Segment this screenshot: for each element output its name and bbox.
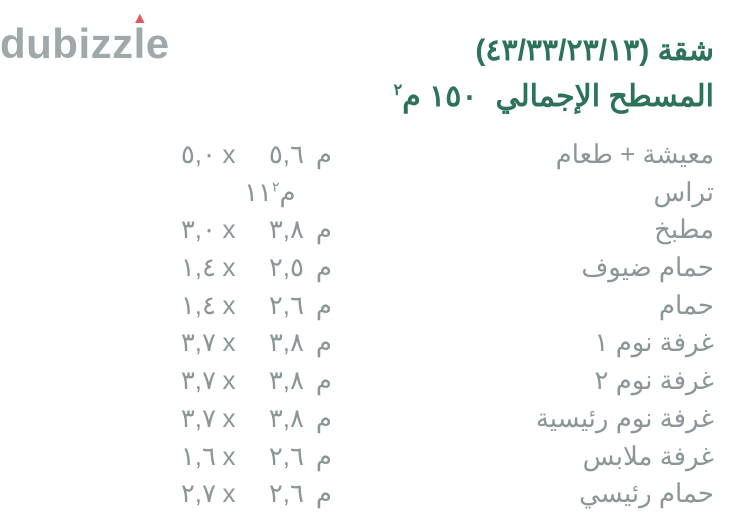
dim-unit: م [304, 475, 332, 513]
table-row: غرفة نوم ٢ ٣,٧x٣,٨م [154, 362, 714, 400]
dim-width: ٣,٧ [154, 324, 216, 362]
room-dimensions: ٣,٧x٣,٨م [154, 400, 332, 438]
dim-length: ٣,٨ [242, 324, 304, 362]
dim-length: ٣,٨ [242, 400, 304, 438]
room-label: حمام [659, 287, 714, 325]
table-row: مطبخ ٣,٠x٣,٨م [154, 211, 714, 249]
room-label: غرفة ملابس [583, 438, 714, 476]
dim-unit: م [304, 438, 332, 476]
table-row: حمام ١,٤x٢,٦م [154, 287, 714, 325]
room-dimensions: ٥,٠x٥,٦م [154, 136, 332, 174]
room-dimensions: ٢,٧x٢,٦م [154, 475, 332, 513]
dim-separator: x [216, 136, 242, 174]
dim-unit: م [304, 211, 332, 249]
dim-length: ٥,٦ [242, 136, 304, 174]
dim-separator: x [216, 475, 242, 513]
room-label: غرفة نوم ١ [595, 324, 715, 362]
dim-separator: x [216, 249, 242, 287]
dim-unit: م [304, 324, 332, 362]
dim-separator: x [216, 211, 242, 249]
dim-length: ٢,٦ [242, 438, 304, 476]
room-dimensions: ٣,٧x٣,٨م [154, 362, 332, 400]
total-area: المسطح الإجمالي ١٥٠ م٢ [154, 76, 714, 118]
room-label: تراس [653, 174, 714, 212]
dim-length: ٣,٨ [242, 362, 304, 400]
room-label: معيشة + طعام [556, 136, 714, 174]
dim-unit: م [304, 400, 332, 438]
table-row: معيشة + طعام ٥,٠x٥,٦م [154, 136, 714, 174]
dim-width: ٣,٧ [154, 362, 216, 400]
table-row: حمام ضيوف ١,٤x٢,٥م [154, 249, 714, 287]
dim-width: ٢,٧ [154, 475, 216, 513]
dim-unit: م [304, 362, 332, 400]
dim-unit: م [304, 136, 332, 174]
dim-length: ٣,٨ [242, 211, 304, 249]
dim-width: ١,٤ [154, 249, 216, 287]
dim-width: ٣,٧ [154, 400, 216, 438]
room-dimensions: ١,٤x٢,٥م [154, 249, 332, 287]
room-dimensions: ٣,٧x٣,٨م [154, 324, 332, 362]
dim-unit: م [304, 287, 332, 325]
flame-icon: ▲ [132, 10, 148, 28]
total-area-value: ١٥٠ م٢ [394, 76, 478, 118]
room-label: حمام ضيوف [581, 249, 714, 287]
dim-width: ٣,٠ [154, 211, 216, 249]
room-dimensions: ١,٦x٢,٦م [154, 438, 332, 476]
dim-separator: x [216, 400, 242, 438]
table-row: حمام رئيسي ٢,٧x٢,٦م [154, 475, 714, 513]
watermark-logo: ▲ dubizzle [0, 20, 170, 68]
dim-separator: x [216, 362, 242, 400]
dim-length: ٢,٥ [242, 249, 304, 287]
room-dimensions: ٣,٠x٣,٨م [154, 211, 332, 249]
dim-width: ١,٦ [154, 438, 216, 476]
dim-length: ٢,٦ [242, 287, 304, 325]
dim-unit: م [304, 249, 332, 287]
room-dimensions: ١,٤x٢,٦م [154, 287, 332, 325]
dim-width: ١,٤ [154, 287, 216, 325]
room-label: حمام رئيسي [579, 475, 714, 513]
room-label: مطبخ [654, 211, 714, 249]
room-table: معيشة + طعام٥,٠x٥,٦متراس١١م٢مطبخ٣,٠x٣,٨م… [154, 136, 714, 513]
table-row: غرفة نوم رئيسية ٣,٧x٣,٨م [154, 400, 714, 438]
dim-length: ٢,٦ [242, 475, 304, 513]
dim-width: ٥,٠ [154, 136, 216, 174]
table-row: غرفة ملابس ١,٦x٢,٦م [154, 438, 714, 476]
table-row: غرفة نوم ١ ٣,٧x٣,٨م [154, 324, 714, 362]
spec-sheet: شقة (٤٣/٣٣/٢٣/١٣) المسطح الإجمالي ١٥٠ م٢… [154, 30, 714, 513]
room-label: غرفة نوم ٢ [595, 362, 715, 400]
room-area: ١١م٢ [154, 174, 332, 212]
total-area-label: المسطح الإجمالي [495, 76, 714, 118]
dim-separator: x [216, 287, 242, 325]
room-label: غرفة نوم رئيسية [536, 400, 714, 438]
area-value: ١١ [154, 174, 272, 212]
dim-separator: x [216, 438, 242, 476]
table-row: تراس ١١م٢ [154, 174, 714, 212]
dim-separator: x [216, 324, 242, 362]
area-unit: م٢ [272, 174, 332, 212]
apartment-title: شقة (٤٣/٣٣/٢٣/١٣) [154, 30, 714, 72]
